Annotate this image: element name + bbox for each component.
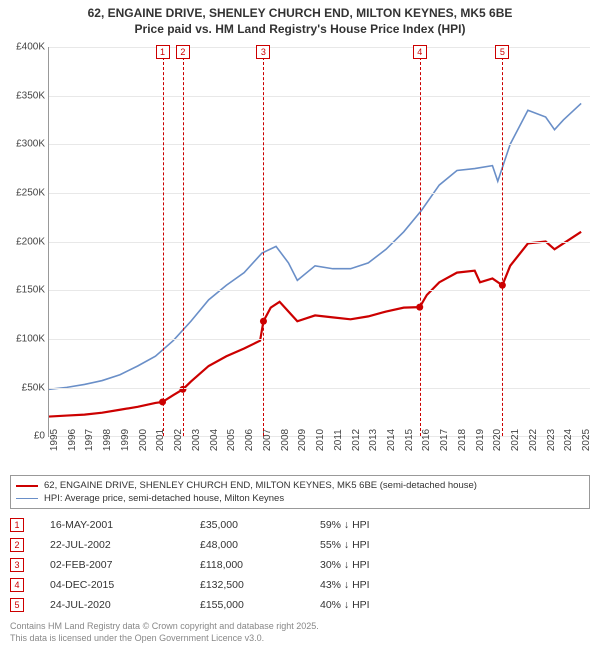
x-axis-label: 2021 bbox=[510, 429, 521, 451]
gridline bbox=[49, 242, 590, 243]
x-axis-label: 2024 bbox=[563, 429, 574, 451]
x-axis-label: 2008 bbox=[280, 429, 291, 451]
y-axis-label: £300K bbox=[16, 139, 45, 150]
row-pct: 40% ↓ HPI bbox=[320, 599, 440, 611]
gridline bbox=[49, 339, 590, 340]
sale-marker-line bbox=[502, 47, 503, 436]
legend-label-red: 62, ENGAINE DRIVE, SHENLEY CHURCH END, M… bbox=[44, 480, 477, 491]
legend-row-blue: HPI: Average price, semi-detached house,… bbox=[16, 492, 584, 505]
x-axis-label: 2004 bbox=[209, 429, 220, 451]
x-axis-label: 2003 bbox=[191, 429, 202, 451]
row-badge: 5 bbox=[10, 598, 24, 612]
legend-swatch-red bbox=[16, 485, 38, 487]
legend: 62, ENGAINE DRIVE, SHENLEY CHURCH END, M… bbox=[10, 475, 590, 509]
chart-container: 62, ENGAINE DRIVE, SHENLEY CHURCH END, M… bbox=[0, 0, 600, 650]
x-axis-label: 1997 bbox=[84, 429, 95, 451]
chart-area: £0£50K£100K£150K£200K£250K£300K£350K£400… bbox=[48, 47, 590, 437]
y-axis-label: £200K bbox=[16, 236, 45, 247]
y-axis-label: £50K bbox=[22, 382, 45, 393]
sale-marker-badge: 4 bbox=[413, 45, 427, 59]
table-row: 5 24-JUL-2020£155,00040% ↓ HPI bbox=[10, 595, 590, 615]
row-badge: 2 bbox=[10, 538, 24, 552]
x-axis-label: 2013 bbox=[368, 429, 379, 451]
y-axis-label: £250K bbox=[16, 188, 45, 199]
series-line bbox=[49, 104, 581, 390]
row-date: 02-FEB-2007 bbox=[50, 559, 200, 571]
x-axis-label: 2011 bbox=[333, 429, 344, 451]
y-axis-label: £150K bbox=[16, 285, 45, 296]
row-pct: 55% ↓ HPI bbox=[320, 539, 440, 551]
legend-label-blue: HPI: Average price, semi-detached house,… bbox=[44, 493, 284, 504]
gridline bbox=[49, 193, 590, 194]
y-axis-label: £400K bbox=[16, 42, 45, 53]
x-axis-label: 2005 bbox=[226, 429, 237, 451]
gridline bbox=[49, 96, 590, 97]
row-price: £155,000 bbox=[200, 599, 320, 611]
y-axis-label: £100K bbox=[16, 333, 45, 344]
sale-marker-badge: 2 bbox=[176, 45, 190, 59]
row-price: £132,500 bbox=[200, 579, 320, 591]
sales-table: 1 16-MAY-2001£35,00059% ↓ HPI 2 22-JUL-2002… bbox=[10, 515, 590, 615]
legend-row-red: 62, ENGAINE DRIVE, SHENLEY CHURCH END, M… bbox=[16, 479, 584, 492]
x-axis-label: 2015 bbox=[404, 429, 415, 451]
row-badge: 4 bbox=[10, 578, 24, 592]
title-line-2: Price paid vs. HM Land Registry's House … bbox=[10, 22, 590, 38]
x-axis-label: 2017 bbox=[439, 429, 450, 451]
x-axis-label: 2009 bbox=[297, 429, 308, 451]
footer: Contains HM Land Registry data © Crown c… bbox=[10, 621, 590, 644]
x-axis-label: 2014 bbox=[386, 429, 397, 451]
sale-marker-badge: 1 bbox=[156, 45, 170, 59]
footer-line-2: This data is licensed under the Open Gov… bbox=[10, 633, 590, 645]
table-row: 1 16-MAY-2001£35,00059% ↓ HPI bbox=[10, 515, 590, 535]
legend-swatch-blue bbox=[16, 498, 38, 499]
row-date: 22-JUL-2002 bbox=[50, 539, 200, 551]
row-price: £118,000 bbox=[200, 559, 320, 571]
x-axis-label: 2018 bbox=[457, 429, 468, 451]
x-axis-label: 2025 bbox=[581, 429, 592, 451]
y-axis-label: £0 bbox=[34, 431, 45, 442]
title-line-1: 62, ENGAINE DRIVE, SHENLEY CHURCH END, M… bbox=[10, 6, 590, 22]
row-date: 16-MAY-2001 bbox=[50, 519, 200, 531]
x-axis-label: 2019 bbox=[475, 429, 486, 451]
x-axis-label: 2010 bbox=[315, 429, 326, 451]
footer-line-1: Contains HM Land Registry data © Crown c… bbox=[10, 621, 590, 633]
title-block: 62, ENGAINE DRIVE, SHENLEY CHURCH END, M… bbox=[0, 0, 600, 39]
x-axis-label: 2000 bbox=[138, 429, 149, 451]
x-axis-label: 2001 bbox=[155, 429, 166, 451]
sale-marker-line bbox=[263, 47, 264, 436]
x-axis-label: 2023 bbox=[546, 429, 557, 451]
table-row: 2 22-JUL-2002£48,00055% ↓ HPI bbox=[10, 535, 590, 555]
table-row: 3 02-FEB-2007£118,00030% ↓ HPI bbox=[10, 555, 590, 575]
row-date: 24-JUL-2020 bbox=[50, 599, 200, 611]
row-price: £35,000 bbox=[200, 519, 320, 531]
x-axis-label: 2016 bbox=[421, 429, 432, 451]
x-axis-label: 2022 bbox=[528, 429, 539, 451]
row-price: £48,000 bbox=[200, 539, 320, 551]
x-axis-label: 2012 bbox=[351, 429, 362, 451]
gridline bbox=[49, 290, 590, 291]
sale-marker-line bbox=[183, 47, 184, 436]
row-badge: 3 bbox=[10, 558, 24, 572]
row-date: 04-DEC-2015 bbox=[50, 579, 200, 591]
row-pct: 30% ↓ HPI bbox=[320, 559, 440, 571]
sale-marker-badge: 3 bbox=[256, 45, 270, 59]
row-pct: 59% ↓ HPI bbox=[320, 519, 440, 531]
x-axis-label: 2006 bbox=[244, 429, 255, 451]
sale-marker-badge: 5 bbox=[495, 45, 509, 59]
y-axis-label: £350K bbox=[16, 90, 45, 101]
x-axis-label: 1998 bbox=[102, 429, 113, 451]
series-line bbox=[49, 232, 581, 417]
x-axis-label: 1999 bbox=[120, 429, 131, 451]
x-axis-label: 1996 bbox=[67, 429, 78, 451]
row-badge: 1 bbox=[10, 518, 24, 532]
sale-marker-line bbox=[420, 47, 421, 436]
gridline bbox=[49, 388, 590, 389]
x-axis-label: 1995 bbox=[49, 429, 60, 451]
table-row: 4 04-DEC-2015£132,50043% ↓ HPI bbox=[10, 575, 590, 595]
gridline bbox=[49, 144, 590, 145]
row-pct: 43% ↓ HPI bbox=[320, 579, 440, 591]
sale-marker-line bbox=[163, 47, 164, 436]
